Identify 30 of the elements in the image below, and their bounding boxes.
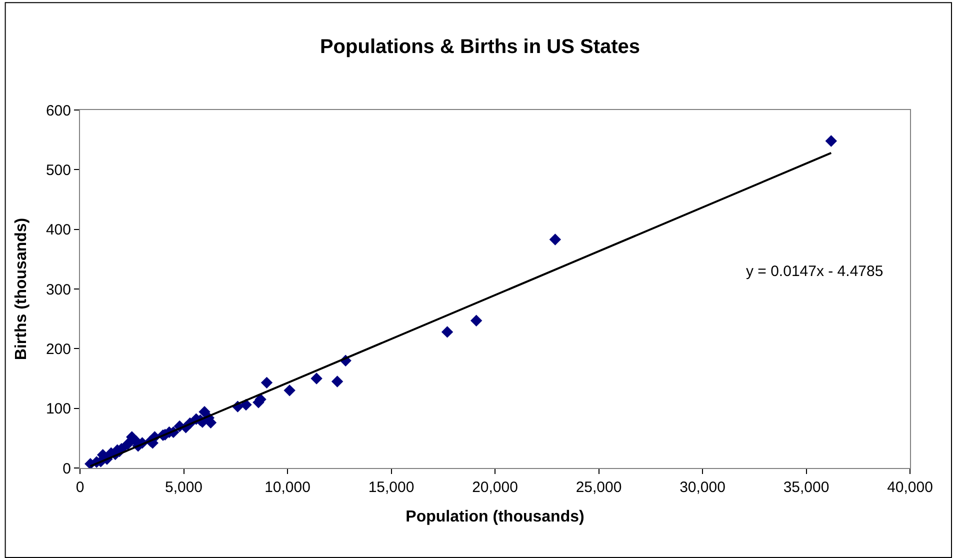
x-tick-label: 0 bbox=[76, 479, 84, 496]
y-tick-label: 200 bbox=[46, 340, 71, 358]
point bbox=[310, 372, 322, 384]
y-tick-label: 600 bbox=[46, 102, 71, 120]
y-tick-label: 100 bbox=[46, 400, 71, 418]
x-tick-label: 25,000 bbox=[576, 479, 622, 496]
annotation: y = 0.0147x - 4.4785 bbox=[746, 263, 884, 280]
point bbox=[470, 314, 482, 326]
y-tick-label: 500 bbox=[46, 162, 71, 179]
y-tick-label: 0 bbox=[62, 460, 71, 478]
x-tick-label: 5,000 bbox=[164, 479, 203, 496]
point bbox=[198, 406, 210, 418]
x-axis-title: Population (thousands) bbox=[406, 508, 584, 526]
x-tick-label: 20,000 bbox=[472, 479, 518, 496]
point bbox=[284, 384, 296, 396]
x-tick-label: 15,000 bbox=[368, 479, 414, 496]
x-tick-label: 40,000 bbox=[887, 479, 933, 496]
point bbox=[825, 135, 837, 147]
x-tick-label: 10,000 bbox=[264, 479, 310, 496]
point bbox=[260, 376, 273, 389]
point bbox=[549, 234, 562, 246]
y-tick-label: 400 bbox=[46, 222, 71, 239]
point bbox=[441, 326, 454, 338]
point bbox=[331, 376, 344, 388]
x-tick-label: 30,000 bbox=[680, 479, 726, 496]
chart-title: Populations & Births in US States bbox=[320, 36, 640, 58]
y-tick-label: 300 bbox=[46, 281, 71, 298]
y-axis-title: Births (thousands) bbox=[12, 218, 30, 360]
point bbox=[122, 438, 134, 450]
x-tick-label: 35,000 bbox=[783, 479, 830, 496]
